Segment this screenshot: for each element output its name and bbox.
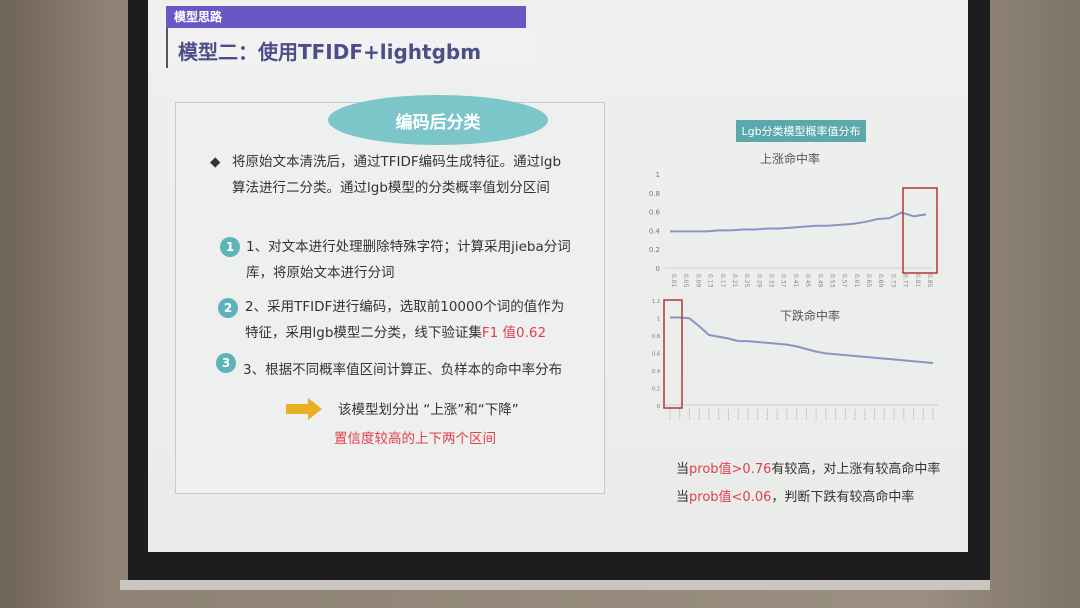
x-tick-label: 0.77 xyxy=(902,274,909,288)
y-tick-label: 0.8 xyxy=(649,190,660,198)
x-tick-label: 0.81 xyxy=(914,274,921,288)
series-line xyxy=(670,211,927,233)
slide: 模型思路 模型二：使用TFIDF+lightgbm 编码后分类 ◆ 将原始文本清… xyxy=(148,0,968,552)
step-text: 特征，采用lgb模型二分类，线下验证集 xyxy=(245,325,482,341)
chart-panel-title: Lgb分类模型概率值分布 xyxy=(736,120,866,142)
charts: 00.20.40.60.810.01 0.05 0.09 0.13 0.17 0.21 0.… xyxy=(649,171,938,421)
x-tick-label: 0.13 xyxy=(707,274,714,288)
content-box xyxy=(175,102,605,494)
footer-text: 当 xyxy=(676,490,690,505)
x-tick-label: 0.33 xyxy=(768,274,775,288)
x-tick-label: 0.41 xyxy=(792,274,799,288)
f1-score: F1 值0.62 xyxy=(481,325,547,341)
bullet-icon: ◆ xyxy=(210,154,221,170)
footer-highlight: prob值<0.06 xyxy=(689,490,772,505)
footer-text: 有较高，对上涨有较高命中率 xyxy=(771,462,941,477)
footer-line: 当prob值<0.06，判断下跌有较高命中率 xyxy=(676,486,914,505)
x-tick-label: 0.05 xyxy=(682,274,689,288)
slide-title: 模型二：使用TFIDF+lightgbm xyxy=(178,40,482,64)
x-tick-label: 0.25 xyxy=(743,274,750,288)
step-line: 特征，采用lgb模型二分类，线下验证集F1 值0.62 xyxy=(245,321,546,345)
x-tick-label: 0.21 xyxy=(731,274,738,288)
x-tick-label: 0.17 xyxy=(719,274,726,288)
footer-line: 当prob值>0.76有较高，对上涨有较高命中率 xyxy=(676,458,940,477)
x-tick-label: 0.01 xyxy=(670,274,677,288)
y-tick-label: 0.4 xyxy=(649,227,661,235)
highlight-box xyxy=(663,299,683,409)
step-line: 库，将原始文本进行分词 xyxy=(246,265,395,281)
step-number-badge: 3 xyxy=(216,353,236,373)
y-tick-label: 0 xyxy=(656,265,660,273)
screen-bottom-bar xyxy=(120,580,990,590)
conclusion-highlight: 置信度较高的上下两个区间 xyxy=(334,431,496,447)
footer-text: ，判断下跌有较高命中率 xyxy=(771,490,915,505)
x-tick-label: 0.69 xyxy=(877,274,884,288)
x-tick-label: 0.73 xyxy=(889,274,896,288)
bullet-line: 算法进行二分类。通过lgb模型的分类概率值划分区间 xyxy=(232,180,550,196)
y-tick-label: 0.6 xyxy=(652,352,660,358)
chart-title-down: 下跌命中率 xyxy=(780,309,841,323)
y-tick-label: 1 xyxy=(656,171,660,179)
footer-text: 当 xyxy=(676,462,690,477)
y-tick-label: 0.2 xyxy=(649,246,660,254)
x-tick-label: 0.45 xyxy=(804,274,811,288)
y-tick-label: 0.2 xyxy=(652,387,660,393)
title-band xyxy=(166,28,536,68)
y-tick-label: 0.4 xyxy=(652,369,660,375)
bullet-line: 将原始文本清洗后，通过TFIDF编码生成特征。通过lgb xyxy=(232,154,562,170)
y-tick-label: 0 xyxy=(657,404,660,410)
y-tick-label: 0.6 xyxy=(649,209,661,217)
chart-title-up: 上涨命中率 xyxy=(760,152,821,166)
step-number-badge: 1 xyxy=(220,237,240,257)
x-tick-label: 0.37 xyxy=(780,274,787,288)
y-tick-label: 0.8 xyxy=(652,334,660,340)
step-number-badge: 2 xyxy=(218,298,238,318)
x-tick-label: 0.29 xyxy=(755,274,762,288)
step-line: 1、对文本进行处理删除特殊字符；计算采用jieba分词 xyxy=(246,239,571,255)
section-label: 模型思路 xyxy=(174,10,223,24)
section-pill: 编码后分类 xyxy=(328,95,548,145)
arrow-right-icon xyxy=(286,398,322,420)
footer-highlight: prob值>0.76 xyxy=(689,462,772,477)
highlight-box xyxy=(902,187,938,274)
x-tick-label: 0.61 xyxy=(853,274,860,288)
x-tick-label: 0.65 xyxy=(865,274,872,288)
step-line: 2、采用TFIDF进行编码，选取前10000个词的值作为 xyxy=(245,299,565,315)
x-tick-label: 0.57 xyxy=(841,274,848,288)
y-tick-label: 1 xyxy=(657,317,660,323)
conclusion-text: 该模型划分出 “上涨”和“下降” xyxy=(338,402,519,418)
y-tick-label: 1.2 xyxy=(652,299,660,305)
step-line: 3、根据不同概率值区间计算正、负样本的命中率分布 xyxy=(243,362,563,378)
x-tick-label: 0.85 xyxy=(926,274,933,288)
x-tick-label: 0.09 xyxy=(694,274,701,288)
x-tick-label: 0.49 xyxy=(816,274,823,288)
x-tick-label: 0.53 xyxy=(828,274,835,288)
series-line xyxy=(670,316,934,364)
